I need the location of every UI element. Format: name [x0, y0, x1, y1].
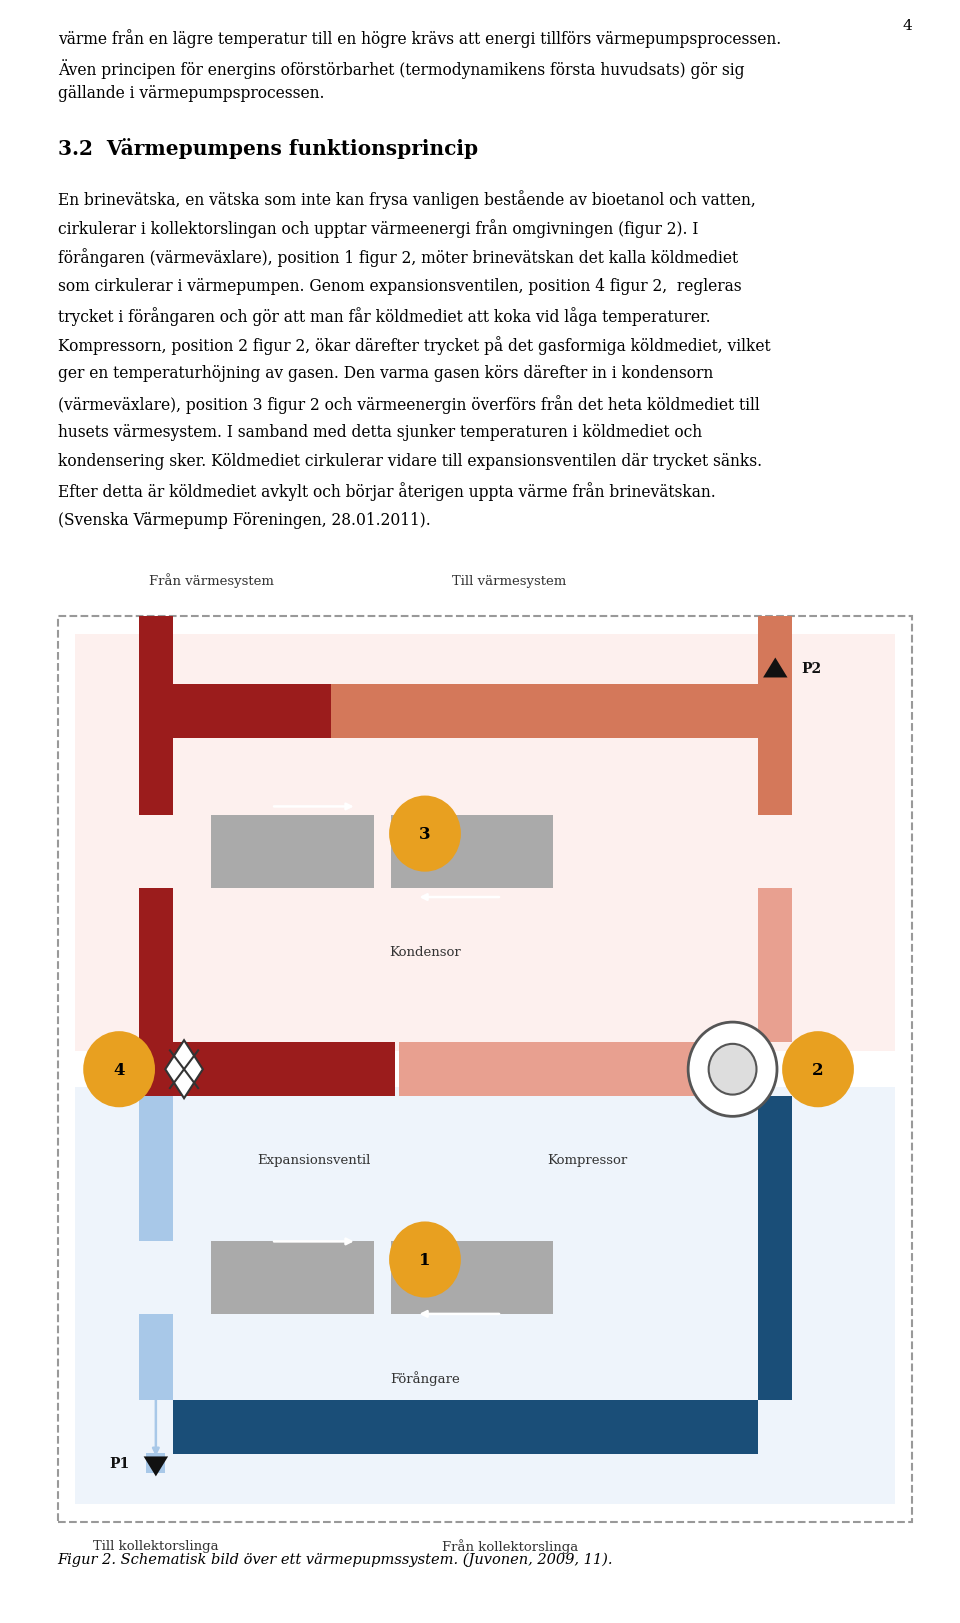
Text: (värmeväxlare), position 3 figur 2 och värmeenergin överförs från det heta köldm: (värmeväxlare), position 3 figur 2 och v… [58, 394, 759, 414]
Bar [399, 1042, 758, 1097]
Text: ger en temperaturhöjning av gasen. Den varma gasen körs därefter in i kondensorn: ger en temperaturhöjning av gasen. Den v… [58, 365, 713, 381]
Text: Kompressorn, position 2 figur 2, ökar därefter trycket på det gasformiga köldmed: Kompressorn, position 2 figur 2, ökar dä… [58, 336, 770, 355]
Text: trycket i förångaren och gör att man får köldmediet att koka vid låga temperatur: trycket i förångaren och gör att man får… [58, 307, 710, 326]
Bar [758, 888, 792, 1042]
Bar [139, 888, 173, 1042]
Text: 3.2  Värmepumpens funktionsprincip: 3.2 Värmepumpens funktionsprincip [58, 138, 478, 159]
Text: gällande i värmepumpsprocessen.: gällande i värmepumpsprocessen. [58, 84, 324, 102]
Bar [173, 1401, 758, 1454]
Text: Även principen för energins oförstörbarhet (termodynamikens första huvudsats) gö: Även principen för energins oförstörbarh… [58, 58, 744, 80]
Text: Kondensor: Kondensor [389, 945, 461, 958]
Text: (Svenska Värmepump Föreningen, 28.01.2011).: (Svenska Värmepump Föreningen, 28.01.201… [58, 511, 430, 527]
Ellipse shape [782, 1032, 853, 1107]
Text: värme från en lägre temperatur till en högre krävs att energi tillförs värmepump: värme från en lägre temperatur till en h… [58, 29, 780, 49]
Bar [211, 816, 373, 888]
Text: En brinevätska, en vätska som inte kan frysa vanligen bestående av bioetanol och: En brinevätska, en vätska som inte kan f… [58, 190, 756, 209]
Bar [75, 1087, 895, 1505]
Ellipse shape [389, 1222, 461, 1298]
Text: Kompressor: Kompressor [547, 1154, 628, 1167]
Text: Förångare: Förångare [390, 1370, 460, 1384]
Text: P2: P2 [802, 662, 822, 677]
Bar [139, 617, 173, 816]
Bar [758, 617, 792, 816]
Bar [173, 685, 331, 738]
Text: Expansionsventil: Expansionsventil [257, 1154, 371, 1167]
Text: 3: 3 [420, 826, 431, 842]
Bar [139, 1315, 173, 1401]
Text: Efter detta är köldmediet avkylt och börjar återigen uppta värme från brinevätsk: Efter detta är köldmediet avkylt och bör… [58, 482, 715, 502]
Text: 4: 4 [113, 1061, 125, 1078]
Text: Till kollektorslinga: Till kollektorslinga [93, 1539, 219, 1552]
Text: 2: 2 [812, 1061, 824, 1078]
Polygon shape [165, 1040, 203, 1099]
Text: Figur 2. Schematisk bild över ett värmepupmssystem. (Juvonen, 2009, 11).: Figur 2. Schematisk bild över ett värmep… [58, 1552, 613, 1566]
Ellipse shape [389, 795, 461, 872]
Bar [758, 1097, 792, 1242]
Bar [75, 635, 895, 1052]
Ellipse shape [84, 1032, 155, 1107]
Text: 4: 4 [902, 19, 912, 34]
Text: cirkulerar i kollektorslingan och upptar värmeenergi från omgivningen (figur 2).: cirkulerar i kollektorslingan och upptar… [58, 219, 698, 239]
Text: Från kollektorslinga: Från kollektorslinga [443, 1539, 579, 1553]
Bar [391, 816, 553, 888]
Text: husets värmesystem. I samband med detta sjunker temperaturen i köldmediet och: husets värmesystem. I samband med detta … [58, 424, 702, 440]
Polygon shape [763, 659, 787, 678]
Bar [758, 1097, 792, 1401]
Bar [58, 617, 912, 1522]
Text: Från värmesystem: Från värmesystem [149, 573, 274, 588]
Text: P1: P1 [109, 1456, 130, 1470]
Text: förångaren (värmeväxlare), position 1 figur 2, möter brinevätskan det kalla köld: förångaren (värmeväxlare), position 1 fi… [58, 248, 737, 268]
Ellipse shape [688, 1022, 777, 1117]
Polygon shape [144, 1456, 168, 1477]
Bar [173, 1042, 387, 1097]
Bar [391, 1242, 553, 1315]
Text: 1: 1 [420, 1251, 431, 1268]
Text: Till värmesystem: Till värmesystem [451, 575, 566, 588]
Bar [399, 1042, 758, 1097]
Bar [139, 1042, 396, 1097]
Text: kondensering sker. Köldmediet cirkulerar vidare till expansionsventilen där tryc: kondensering sker. Köldmediet cirkulerar… [58, 453, 761, 469]
Bar [766, 659, 784, 678]
Ellipse shape [708, 1044, 756, 1096]
Bar [147, 1454, 165, 1474]
Bar [139, 1097, 173, 1242]
Bar [211, 1242, 373, 1315]
Text: som cirkulerar i värmepumpen. Genom expansionsventilen, position 4 figur 2,  reg: som cirkulerar i värmepumpen. Genom expa… [58, 278, 741, 294]
Bar [331, 685, 758, 738]
